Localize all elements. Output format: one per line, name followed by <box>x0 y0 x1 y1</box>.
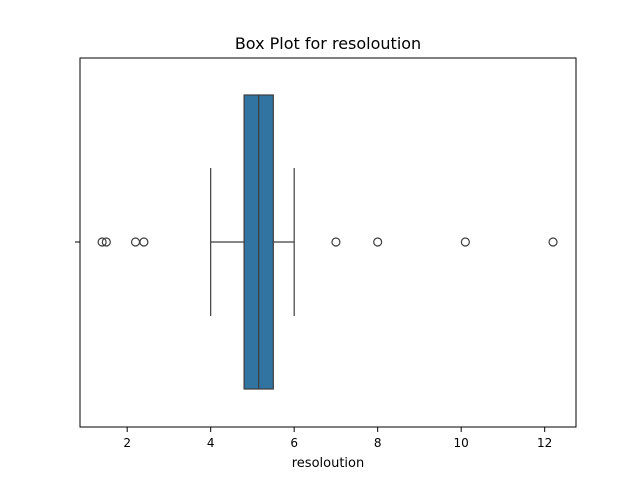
x-tick-label-10: 10 <box>454 436 469 450</box>
outlier-point-0 <box>97 237 107 247</box>
plot-area <box>79 57 577 428</box>
x-tick-label-6: 6 <box>290 436 298 450</box>
x-tick-label-4: 4 <box>207 436 215 450</box>
outlier-point-4 <box>331 237 341 247</box>
outlier-point-6 <box>460 237 470 247</box>
x-tick-label-8: 8 <box>374 436 382 450</box>
x-tick-label-12: 12 <box>537 436 552 450</box>
plot-background <box>80 58 576 427</box>
outlier-point-1 <box>101 237 111 247</box>
x-axis-ticks: 2 4 6 8 10 12 <box>123 427 552 450</box>
outlier-point-5 <box>373 237 383 247</box>
outlier-point-7 <box>548 237 558 247</box>
outlier-point-3 <box>139 237 149 247</box>
x-tick-label-2: 2 <box>123 436 131 450</box>
chart-title: Box Plot for resoloution <box>235 34 421 53</box>
x-axis-label: resoloution <box>292 456 365 471</box>
